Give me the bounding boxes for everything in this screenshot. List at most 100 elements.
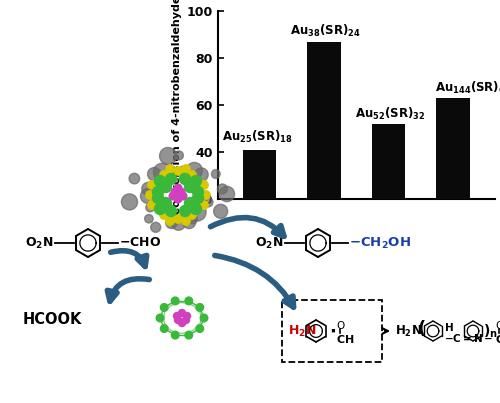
Circle shape [166, 165, 174, 173]
Circle shape [160, 197, 172, 208]
Circle shape [160, 325, 168, 332]
Circle shape [171, 188, 179, 196]
Circle shape [174, 215, 182, 223]
FancyArrowPatch shape [210, 218, 284, 236]
Text: $\mathbf{\cdot}$: $\mathbf{\cdot}$ [329, 322, 336, 340]
Circle shape [188, 211, 196, 219]
Circle shape [150, 222, 160, 232]
Circle shape [154, 175, 166, 187]
Circle shape [180, 174, 190, 185]
Circle shape [144, 214, 153, 223]
Circle shape [174, 184, 182, 192]
Circle shape [122, 194, 138, 210]
Circle shape [204, 197, 213, 207]
Text: $\mathbf{CH}$: $\mathbf{CH}$ [495, 333, 500, 345]
Circle shape [160, 211, 168, 219]
Circle shape [196, 303, 203, 311]
Circle shape [184, 181, 196, 193]
Circle shape [154, 204, 166, 214]
Circle shape [219, 186, 234, 202]
Circle shape [152, 193, 164, 204]
Text: $\mathbf{H_2N}$: $\mathbf{H_2N}$ [288, 324, 316, 339]
Circle shape [214, 204, 228, 218]
Circle shape [172, 216, 185, 230]
Text: $\mathbf{(}$: $\mathbf{(}$ [417, 318, 426, 338]
Circle shape [154, 203, 162, 211]
Circle shape [182, 165, 190, 173]
Circle shape [148, 201, 156, 209]
Circle shape [188, 214, 198, 224]
Text: $\mathbf{-C=N-}$: $\mathbf{-C=N-}$ [444, 332, 494, 344]
Circle shape [146, 203, 154, 212]
Circle shape [196, 325, 203, 332]
Text: HCOOK: HCOOK [22, 312, 82, 328]
Circle shape [194, 203, 202, 211]
Circle shape [166, 174, 176, 185]
Circle shape [172, 331, 179, 339]
Circle shape [200, 181, 208, 189]
Text: O: O [495, 321, 500, 331]
Circle shape [192, 193, 203, 204]
Bar [307, 42, 341, 247]
Circle shape [182, 217, 190, 225]
Circle shape [154, 163, 171, 181]
Text: $\mathbf{Au_{52}(SR)_{32}}$: $\mathbf{Au_{52}(SR)_{32}}$ [355, 106, 426, 122]
Circle shape [152, 187, 164, 197]
Circle shape [142, 182, 154, 195]
Circle shape [146, 191, 154, 199]
Circle shape [148, 168, 161, 181]
Bar [372, 124, 406, 247]
Circle shape [140, 189, 156, 204]
Circle shape [212, 170, 220, 179]
Text: $\mathbf{-CH_2OH}$: $\mathbf{-CH_2OH}$ [349, 235, 411, 251]
Text: $\mathbf{)_n}$: $\mathbf{)_n}$ [483, 322, 498, 340]
Circle shape [182, 316, 190, 324]
Bar [436, 98, 470, 247]
Text: $\mathbf{O_2N}$: $\mathbf{O_2N}$ [24, 235, 53, 251]
Circle shape [156, 314, 164, 322]
Circle shape [154, 179, 162, 187]
Circle shape [192, 187, 203, 197]
Circle shape [190, 175, 202, 187]
Circle shape [195, 168, 208, 181]
Circle shape [178, 166, 190, 177]
FancyArrowPatch shape [110, 251, 146, 266]
Circle shape [200, 314, 208, 322]
Circle shape [184, 197, 196, 208]
Text: $\mathbf{Au_{144}(SR)_{60}}$: $\mathbf{Au_{144}(SR)_{60}}$ [435, 80, 500, 96]
Circle shape [166, 217, 177, 229]
Circle shape [188, 204, 206, 221]
Circle shape [200, 201, 208, 209]
Circle shape [188, 171, 196, 179]
Circle shape [172, 297, 179, 305]
Text: $\mathbf{H_2N}$: $\mathbf{H_2N}$ [395, 324, 422, 339]
Text: $\mathbf{CH}$: $\mathbf{CH}$ [336, 333, 354, 345]
Circle shape [174, 151, 184, 160]
Circle shape [218, 184, 228, 194]
Circle shape [148, 181, 156, 189]
Circle shape [169, 192, 177, 200]
Text: $\mathbf{Au_{38}(SR)_{24}}$: $\mathbf{Au_{38}(SR)_{24}}$ [290, 23, 362, 39]
Circle shape [160, 303, 168, 311]
Bar [282, 300, 382, 362]
Circle shape [185, 331, 192, 339]
Circle shape [174, 167, 182, 175]
Circle shape [174, 312, 180, 320]
Text: $\mathbf{Au_{25}(SR)_{18}}$: $\mathbf{Au_{25}(SR)_{18}}$ [222, 129, 292, 145]
Circle shape [185, 297, 192, 305]
Circle shape [178, 310, 186, 316]
Text: $\mathbf{-CHO}$: $\mathbf{-CHO}$ [119, 237, 161, 249]
FancyArrowPatch shape [214, 256, 294, 307]
Y-axis label: Conversion of 4-nitrobenzaldehyde: Conversion of 4-nitrobenzaldehyde [172, 0, 182, 215]
Circle shape [194, 179, 202, 187]
Text: $\mathbf{H}$: $\mathbf{H}$ [444, 321, 454, 333]
FancyArrowPatch shape [108, 279, 150, 301]
Circle shape [180, 206, 190, 216]
Circle shape [172, 189, 184, 201]
Circle shape [174, 195, 182, 203]
Circle shape [179, 192, 187, 200]
Circle shape [160, 181, 172, 193]
Circle shape [166, 206, 176, 216]
Circle shape [202, 191, 210, 199]
Circle shape [184, 312, 190, 320]
